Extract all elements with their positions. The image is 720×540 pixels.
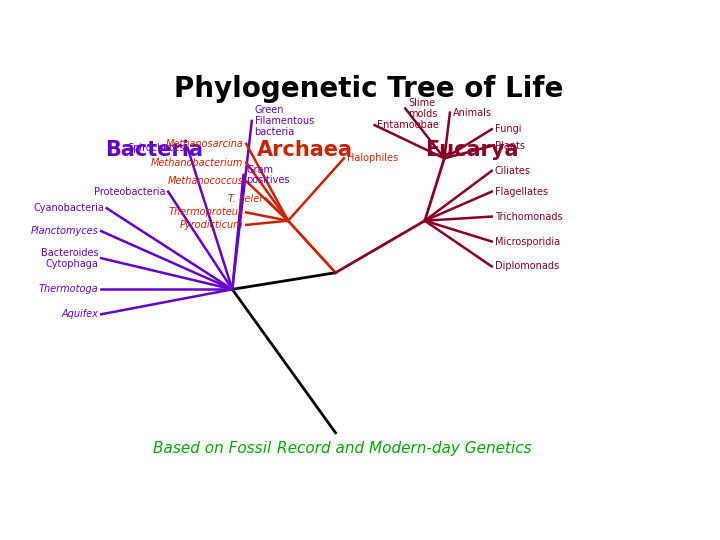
Text: Plants: Plants [495,141,525,151]
Text: Spirochetes: Spirochetes [127,143,185,153]
Text: Slime
molds: Slime molds [408,98,438,119]
Text: Fungi: Fungi [495,124,521,134]
Text: Bacteroides
Cytophaga: Bacteroides Cytophaga [41,248,99,268]
Text: Halophiles: Halophiles [347,153,398,164]
Text: Diplomonads: Diplomonads [495,261,559,272]
Text: Bacteria: Bacteria [105,140,203,160]
Text: Thermoproteus: Thermoproteus [168,207,243,218]
Text: Thermotoga: Thermotoga [39,285,99,294]
Text: Animals: Animals [453,107,492,118]
Text: Methanobacterium: Methanobacterium [151,158,243,167]
Text: Flagellates: Flagellates [495,187,547,197]
Text: Ciliates: Ciliates [495,166,531,176]
Text: Eucarya: Eucarya [426,140,519,160]
Text: Methanosarcina: Methanosarcina [166,139,243,149]
Text: Cyanobacteria: Cyanobacteria [33,203,104,213]
Text: Green
Filamentous
bacteria: Green Filamentous bacteria [255,105,314,137]
Text: Trichomonads: Trichomonads [495,212,562,221]
Text: Microsporidia: Microsporidia [495,237,559,247]
Text: Phylogenetic Tree of Life: Phylogenetic Tree of Life [174,75,564,103]
Text: Archaea: Archaea [257,140,353,160]
Text: Gram
positives: Gram positives [246,165,289,185]
Text: Based on Fossil: Based on Fossil [153,441,271,456]
Text: Entamoebae: Entamoebae [377,120,439,130]
Text: Planctomyces: Planctomyces [31,226,99,236]
Text: T. celer: T. celer [228,194,263,204]
Text: Methanococcus: Methanococcus [168,176,243,186]
Text: Proteobacteria: Proteobacteria [94,187,166,197]
Text: Pyrodicticum: Pyrodicticum [180,220,243,230]
Text: Aquifex: Aquifex [61,309,99,319]
Text: Record and Modern-day Genetics: Record and Modern-day Genetics [277,441,531,456]
